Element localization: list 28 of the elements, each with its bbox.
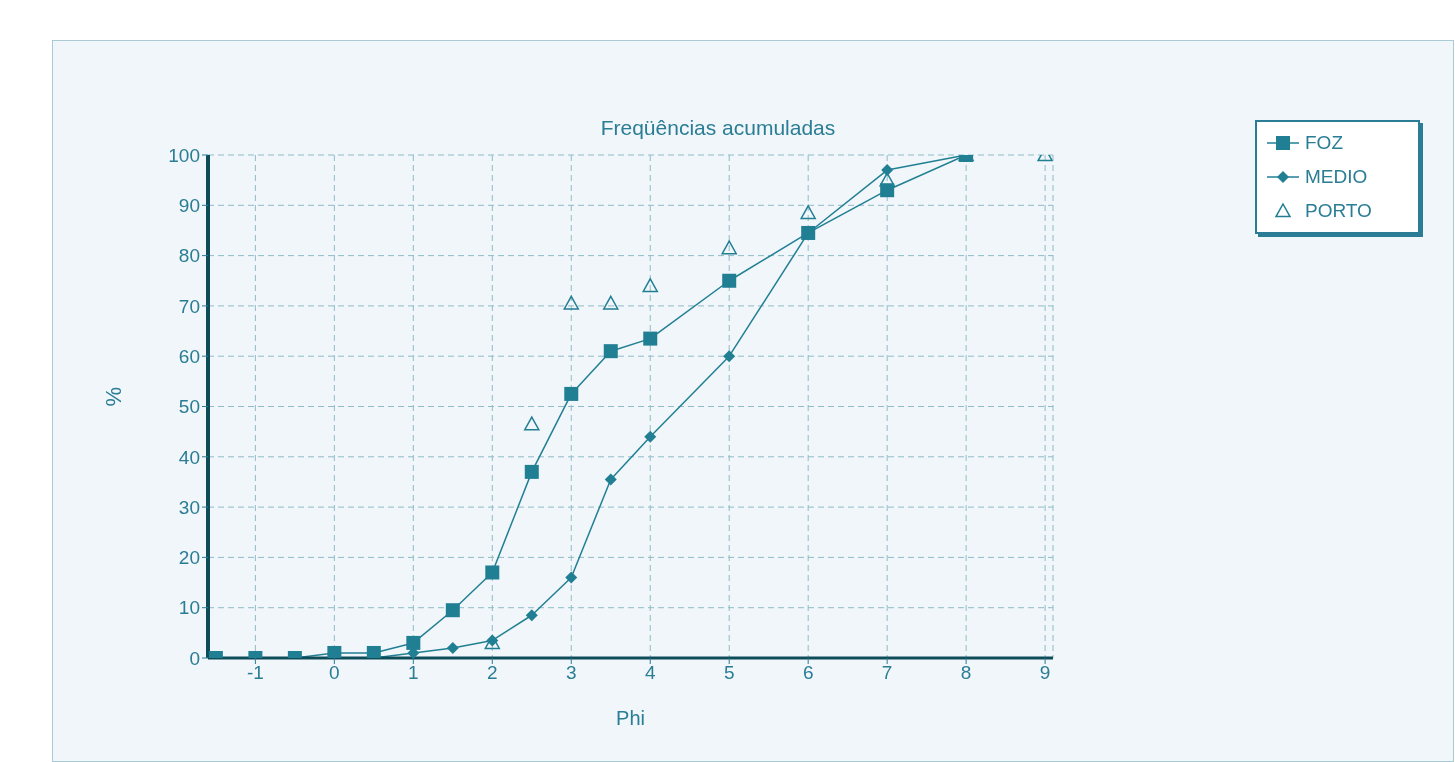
- y-axis-title: %: [100, 386, 126, 407]
- y-tick-label: 80: [178, 245, 200, 267]
- x-tick-label: 7: [881, 662, 893, 684]
- x-tick-label: 0: [329, 662, 340, 684]
- y-tick-label: 100: [168, 144, 200, 166]
- x-axis-title: Phi: [616, 707, 645, 729]
- x-tick-label: -1: [246, 662, 264, 684]
- y-tick-label: 10: [178, 597, 200, 619]
- x-tick-label: 2: [487, 662, 498, 684]
- y-tick-label: 0: [189, 647, 200, 669]
- x-tick-label: 8: [960, 662, 972, 684]
- x-tick-label: 4: [644, 662, 656, 684]
- y-tick-label: 40: [178, 446, 200, 468]
- y-tick-label: 30: [178, 496, 200, 518]
- x-tick-label: 1: [408, 662, 419, 684]
- chart-title: Freqüências acumuladas: [599, 116, 837, 140]
- y-tick-label: 60: [178, 345, 200, 367]
- legend-label: MEDIO: [1305, 166, 1368, 188]
- legend-label: FOZ: [1305, 132, 1343, 154]
- y-tick-label: 90: [178, 195, 200, 217]
- x-tick-label: 5: [723, 662, 735, 684]
- x-tick-label: 6: [802, 662, 814, 684]
- y-tick-label: 50: [178, 396, 200, 418]
- x-tick-label: 9: [1039, 662, 1051, 684]
- y-tick-label: 70: [178, 295, 200, 317]
- x-tick-label: 3: [565, 662, 577, 684]
- y-tick-label: 20: [178, 547, 200, 569]
- legend-label: PORTO: [1305, 200, 1372, 222]
